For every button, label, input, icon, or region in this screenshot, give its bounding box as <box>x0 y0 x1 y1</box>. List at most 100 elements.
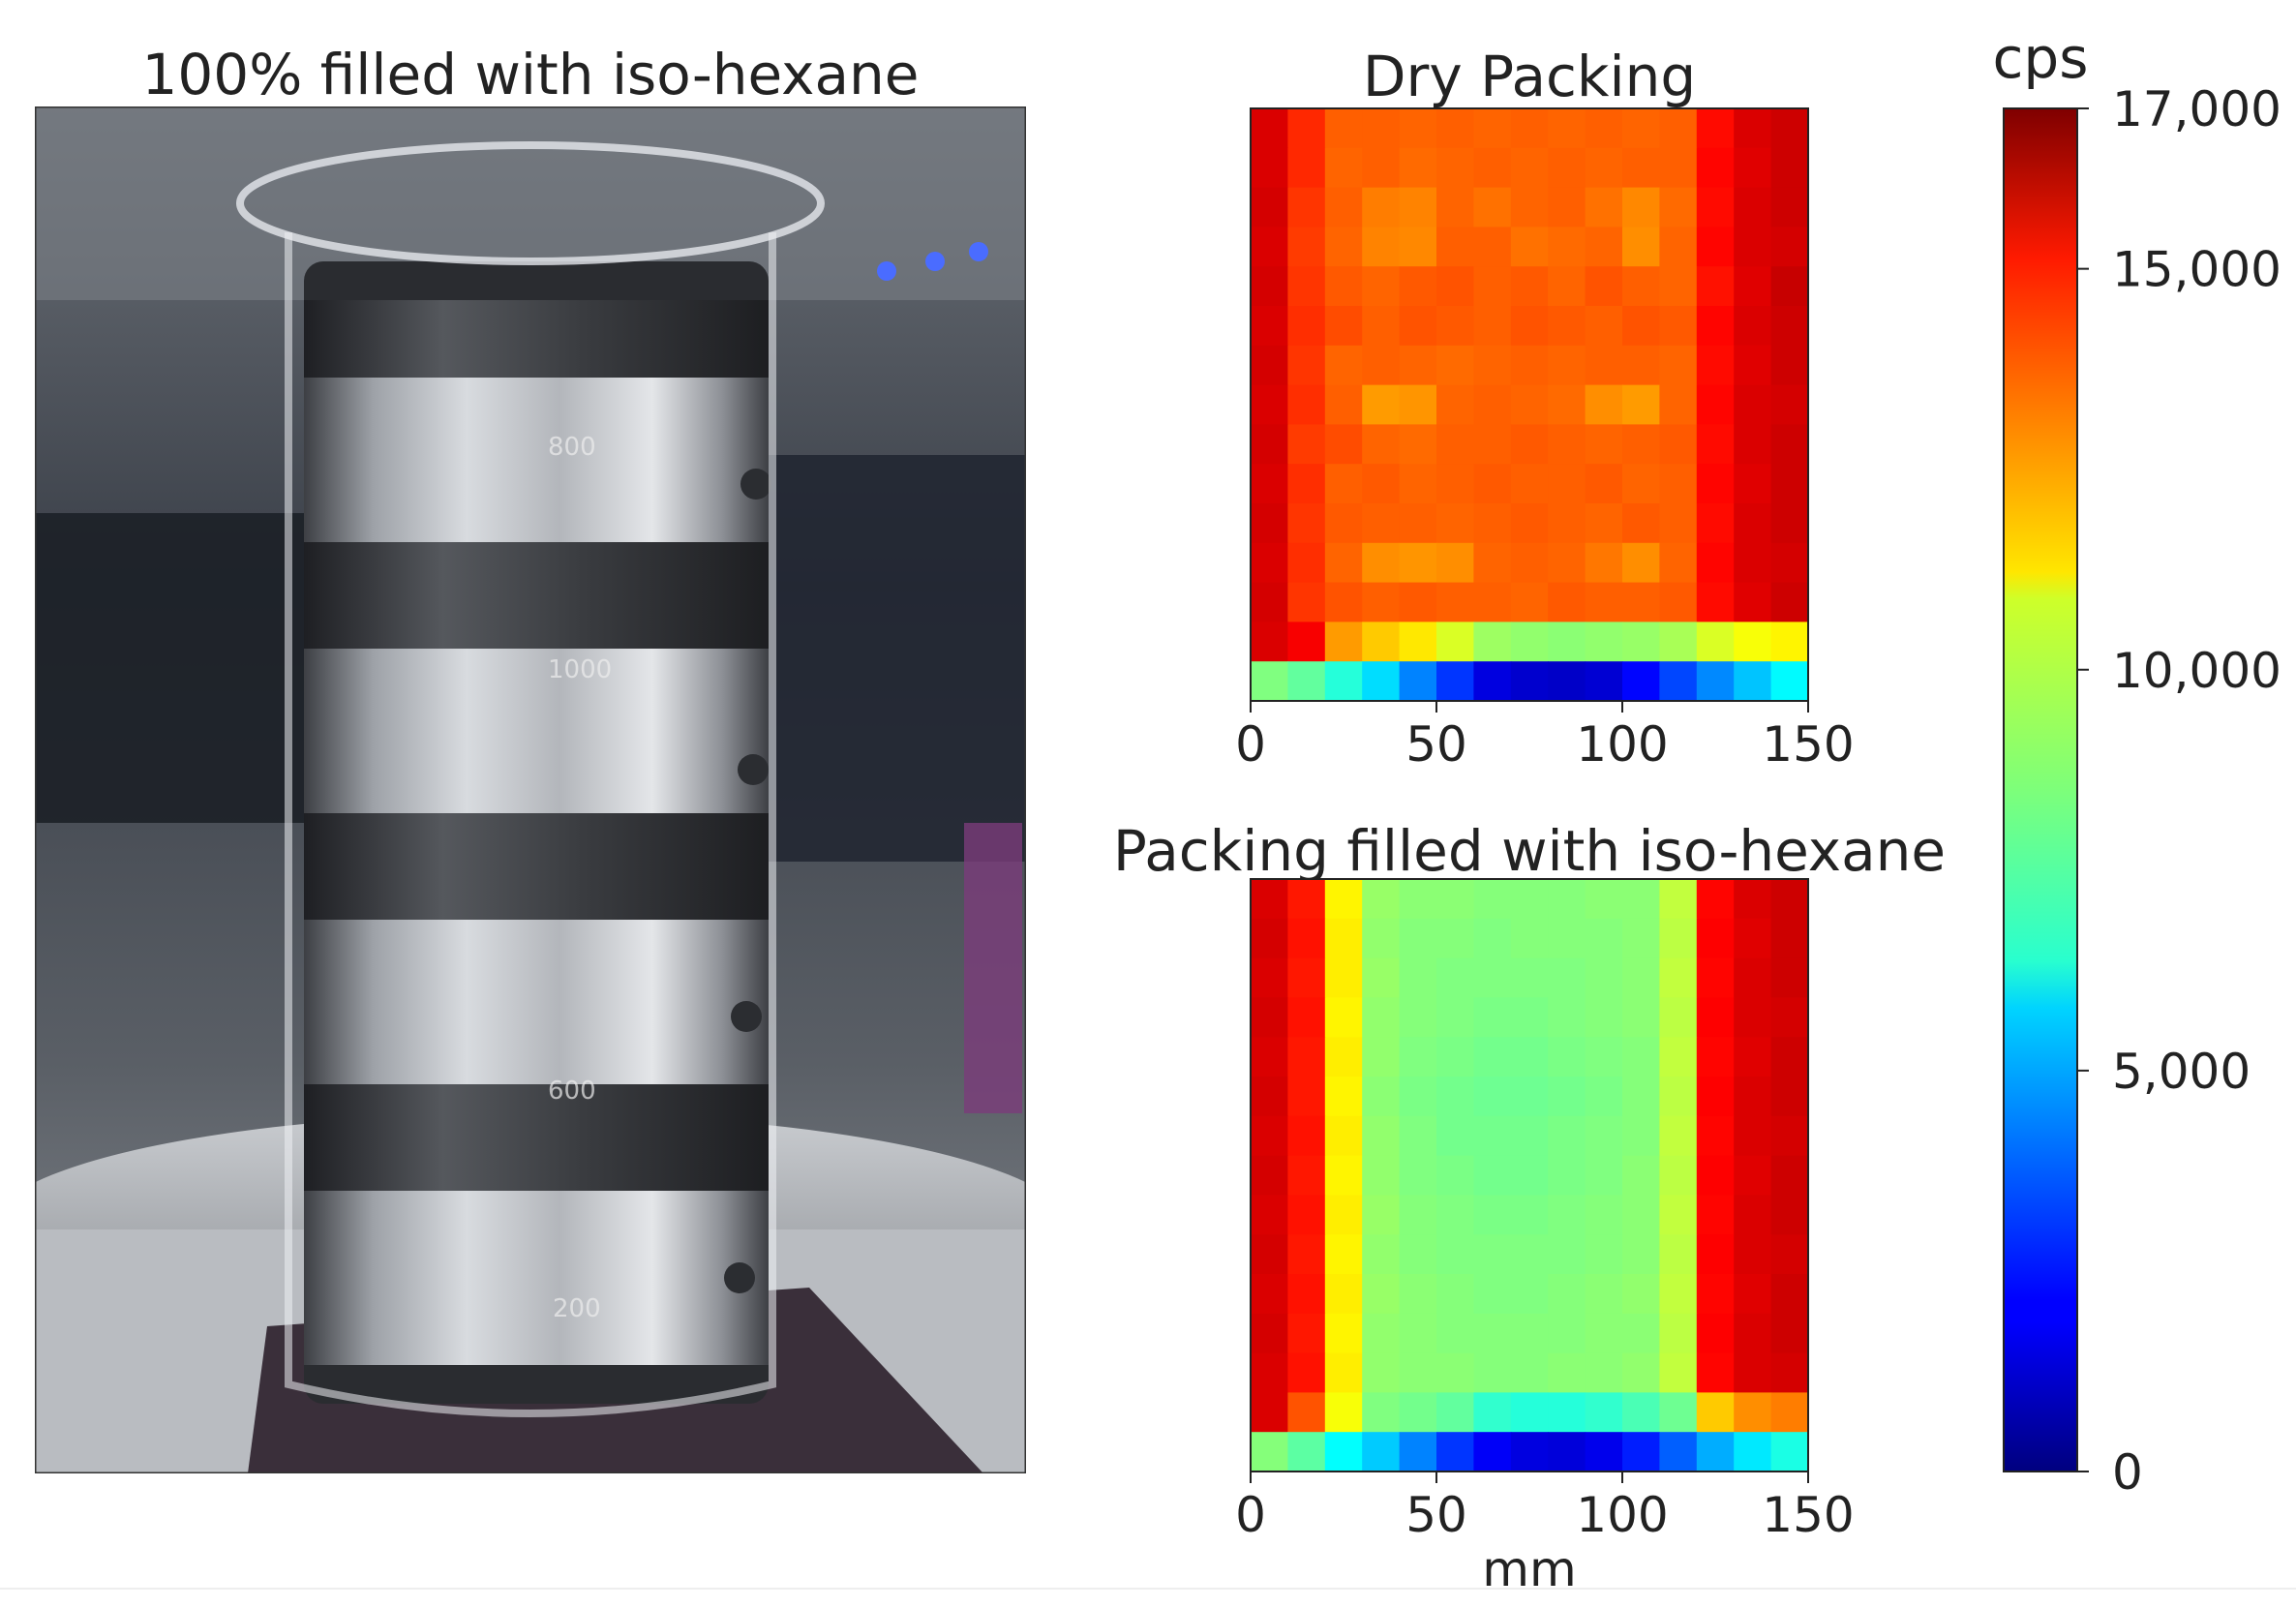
heatmap-cell <box>1659 1392 1698 1433</box>
heatmap-cell <box>1770 997 1809 1038</box>
heatmap-cell <box>1251 147 1288 189</box>
x-tick-label: 150 <box>1762 1487 1854 1543</box>
heatmap-cell <box>1473 1155 1512 1196</box>
heatmap-cell <box>1696 306 1735 347</box>
heatmap-cell <box>1696 1234 1735 1275</box>
heatmap-cell <box>1362 1234 1401 1275</box>
heatmap-cell <box>1510 147 1549 189</box>
heatmap-cell <box>1287 997 1326 1038</box>
heatmap-cell <box>1734 464 1772 504</box>
heatmap-cell <box>1770 227 1809 267</box>
heatmap-cell <box>1770 957 1809 998</box>
heatmap-frame <box>1250 878 1809 1472</box>
heatmap-cell <box>1585 424 1623 465</box>
heatmap-cell <box>1770 266 1809 307</box>
heatmap-cell <box>1473 542 1512 584</box>
heatmap-cell <box>1548 1313 1586 1354</box>
heatmap-cell <box>1251 1313 1288 1354</box>
heatmap-cell <box>1696 187 1735 228</box>
heatmap-cell <box>1734 918 1772 959</box>
heatmap-cell <box>1436 464 1474 504</box>
heatmap-cell <box>1324 424 1363 465</box>
heatmap-cell <box>1548 384 1586 425</box>
heatmap-cell <box>1585 464 1623 504</box>
heatmap-cell <box>1548 542 1586 584</box>
heatmap-cell <box>1770 1392 1809 1433</box>
heatmap-cell <box>1473 622 1512 662</box>
heatmap-cell <box>1362 1037 1401 1077</box>
heatmap-cell <box>1473 1115 1512 1157</box>
heatmap-cell <box>1473 147 1512 189</box>
heatmap-cell <box>1696 582 1735 622</box>
heatmap-cell <box>1399 1313 1437 1354</box>
heatmap-cell <box>1548 1432 1586 1472</box>
heatmap-cell <box>1362 147 1401 189</box>
heatmap-cell <box>1251 384 1288 425</box>
heatmap-cell <box>1473 424 1512 465</box>
heatmap-cell <box>1362 1352 1401 1393</box>
heatmap-cell <box>1622 1432 1660 1472</box>
heatmap-cell <box>1473 1195 1512 1235</box>
heatmap-cell <box>1287 345 1326 386</box>
heatmap-cell <box>1659 306 1698 347</box>
heatmap-cell <box>1696 957 1735 998</box>
heatmap-cell <box>1473 1274 1512 1315</box>
heatmap-cell <box>1585 1392 1623 1433</box>
beaker-mark-1000: 1000 <box>548 655 612 684</box>
heatmap-cell <box>1399 1115 1437 1157</box>
heatmap-cell <box>1548 147 1586 189</box>
heatmap-cell <box>1659 1037 1698 1077</box>
heatmap-cell <box>1436 1274 1474 1315</box>
heatmap-cell <box>1659 227 1698 267</box>
heatmap-cell <box>1659 1155 1698 1196</box>
heatmap-cell <box>1436 306 1474 347</box>
heatmap-cell <box>1399 266 1437 307</box>
heatmap-cell <box>1585 1155 1623 1196</box>
heatmap-cell <box>1696 542 1735 584</box>
heatmap-cell <box>1734 1077 1772 1117</box>
heatmap-cell <box>1548 997 1586 1038</box>
heatmap-cell <box>1324 1234 1363 1275</box>
heatmap-cell <box>1510 1037 1549 1077</box>
heatmap-cell <box>1399 957 1437 998</box>
heatmap-cell <box>1770 918 1809 959</box>
heatmap-cell <box>1251 957 1288 998</box>
heatmap-cell <box>1622 147 1660 189</box>
heatmap-cell <box>1585 187 1623 228</box>
heatmap-cell <box>1399 879 1437 920</box>
heatmap-cell <box>1362 108 1401 149</box>
heatmap-cell <box>1287 306 1326 347</box>
heatmap-cell <box>1622 464 1660 504</box>
heatmap-cell <box>1659 1313 1698 1354</box>
heatmap-cell <box>1324 1077 1363 1117</box>
heatmap-cell <box>1585 384 1623 425</box>
heatmap-cell <box>1770 1352 1809 1393</box>
heatmap-cell <box>1399 147 1437 189</box>
heatmap-cell <box>1436 542 1474 584</box>
heatmap-cell <box>1548 187 1586 228</box>
heatmap-cell <box>1473 1352 1512 1393</box>
heatmap-cell <box>1622 661 1660 702</box>
heatmap-cell <box>1548 879 1586 920</box>
heatmap-cell <box>1770 542 1809 584</box>
heatmap-cell <box>1734 108 1772 149</box>
heatmap-cell <box>1399 997 1437 1038</box>
heatmap-cell <box>1585 1352 1623 1393</box>
heatmap-cell <box>1251 1274 1288 1315</box>
heatmap-cell <box>1473 661 1512 702</box>
heatmap-cell <box>1770 1077 1809 1117</box>
heatmap-cell <box>1585 345 1623 386</box>
heatmap-cell <box>1399 503 1437 544</box>
heatmap-cell <box>1251 542 1288 584</box>
x-tick-label: 0 <box>1235 716 1266 773</box>
heatmap-cell <box>1548 1195 1586 1235</box>
heatmap-cell <box>1770 1432 1809 1472</box>
heatmap-cell <box>1696 345 1735 386</box>
heatmap-cell <box>1510 306 1549 347</box>
heatmap-cell <box>1510 464 1549 504</box>
heatmap-cell <box>1436 384 1474 425</box>
heatmap-cell <box>1548 108 1586 149</box>
heatmap-cell <box>1287 582 1326 622</box>
